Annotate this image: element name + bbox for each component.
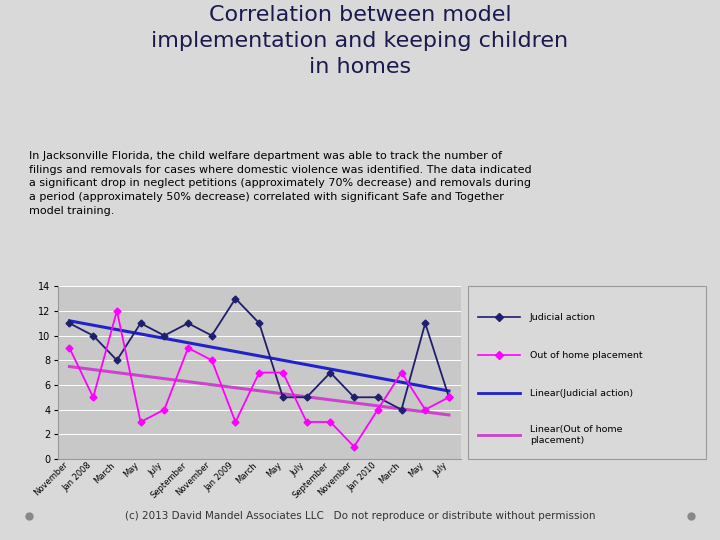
Text: (c) 2013 David Mandel Associates LLC   Do not reproduce or distribute without pe: (c) 2013 David Mandel Associates LLC Do …: [125, 511, 595, 521]
Text: Judicial action: Judicial action: [530, 313, 595, 322]
Text: In Jacksonville Florida, the child welfare department was able to track the numb: In Jacksonville Florida, the child welfa…: [29, 151, 531, 215]
Text: Linear(Out of home
placement): Linear(Out of home placement): [530, 425, 622, 444]
Text: Linear(Judicial action): Linear(Judicial action): [530, 389, 633, 398]
Text: Out of home placement: Out of home placement: [530, 351, 642, 360]
Text: Correlation between model
implementation and keeping children
in homes: Correlation between model implementation…: [151, 5, 569, 77]
